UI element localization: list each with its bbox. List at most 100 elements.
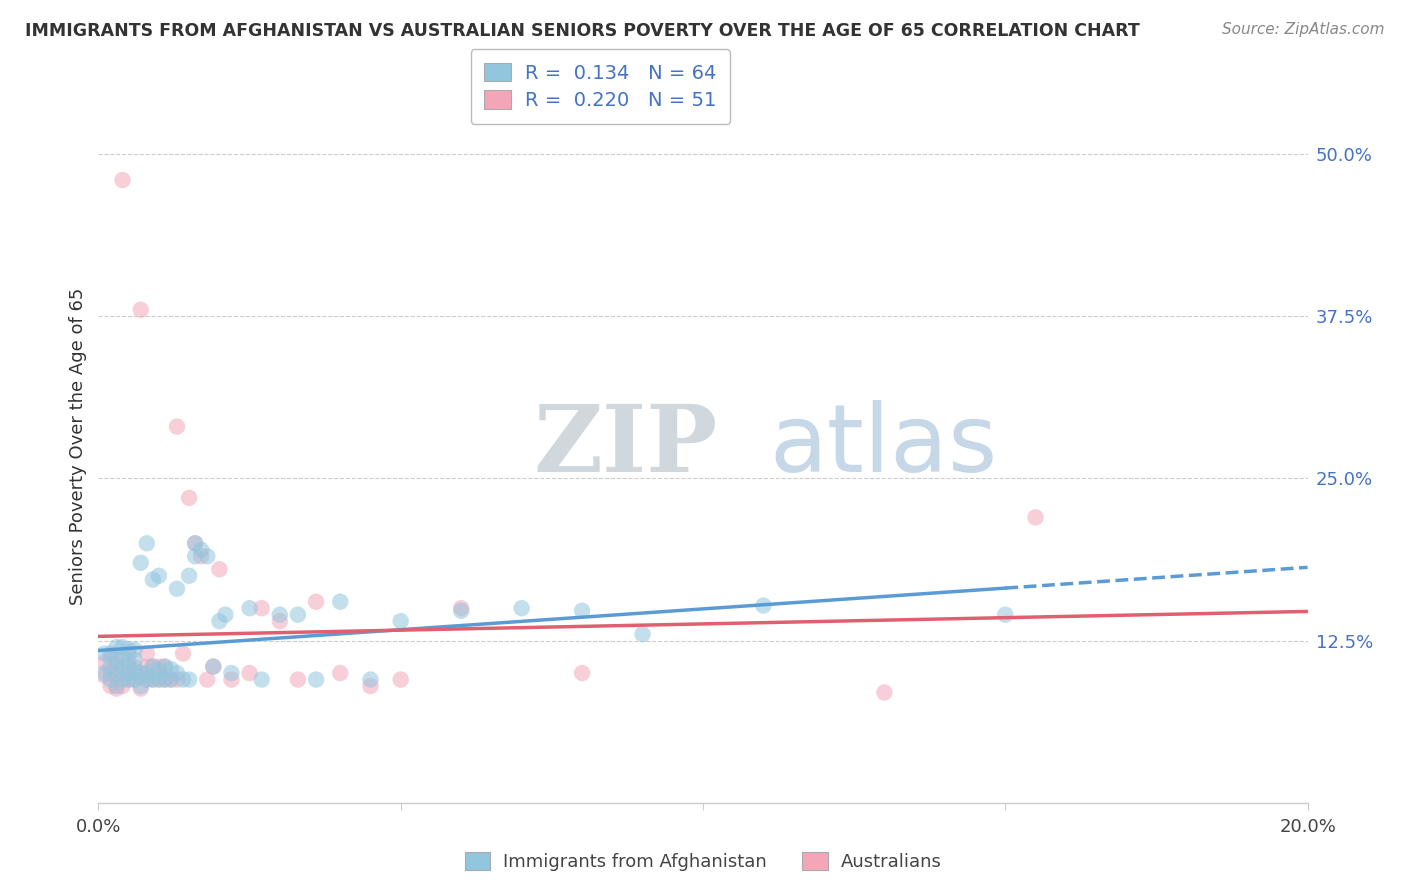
Point [100, 650, 122, 665]
Point [287, 607, 309, 622]
Point [269, 607, 291, 622]
Point [166, 582, 188, 596]
Point [135, 673, 157, 687]
Point [250, 601, 273, 615]
Point [160, 662, 183, 676]
Point [129, 679, 152, 693]
Point [179, 491, 201, 505]
Point [160, 673, 183, 687]
Point [166, 673, 188, 687]
Point [100, 659, 122, 673]
Point [166, 419, 188, 434]
Point [135, 659, 157, 673]
Point [111, 679, 134, 693]
Point [118, 656, 141, 670]
Point [153, 673, 176, 687]
Point [100, 679, 122, 693]
Point [105, 679, 128, 693]
Point [184, 536, 207, 550]
Point [172, 673, 194, 687]
Point [129, 681, 152, 696]
Legend: R =  0.134   N = 64, R =  0.220   N = 51: R = 0.134 N = 64, R = 0.220 N = 51 [471, 49, 730, 124]
Point [269, 614, 291, 628]
Point [142, 673, 165, 687]
Point [450, 604, 472, 618]
Point [153, 673, 176, 687]
Point [93, 668, 115, 682]
Point [179, 673, 201, 687]
Point [124, 673, 146, 687]
Point [1024, 510, 1046, 524]
Point [93, 666, 115, 681]
Point [208, 562, 231, 576]
Point [124, 653, 146, 667]
Point [329, 595, 352, 609]
Point [93, 656, 115, 670]
Point [118, 659, 141, 673]
Point [195, 673, 218, 687]
Point [172, 647, 194, 661]
Point [202, 659, 225, 673]
Point [111, 659, 134, 673]
Point [135, 666, 157, 681]
Point [994, 607, 1017, 622]
Point [111, 673, 134, 687]
Point [360, 673, 382, 687]
Point [105, 681, 128, 696]
Point [129, 668, 152, 682]
Point [148, 659, 170, 673]
Point [105, 668, 128, 682]
Point [190, 549, 212, 564]
Text: Source: ZipAtlas.com: Source: ZipAtlas.com [1222, 22, 1385, 37]
Point [571, 604, 593, 618]
Point [100, 673, 122, 687]
Point [571, 666, 593, 681]
Point [160, 673, 183, 687]
Text: atlas: atlas [769, 400, 998, 492]
Point [510, 601, 533, 615]
Point [118, 666, 141, 681]
Point [873, 685, 896, 699]
Point [190, 542, 212, 557]
Point [142, 673, 165, 687]
Point [142, 659, 165, 673]
Point [202, 659, 225, 673]
Point [148, 568, 170, 582]
Point [153, 659, 176, 673]
Point [129, 302, 152, 317]
Point [179, 568, 201, 582]
Text: IMMIGRANTS FROM AFGHANISTAN VS AUSTRALIAN SENIORS POVERTY OVER THE AGE OF 65 COR: IMMIGRANTS FROM AFGHANISTAN VS AUSTRALIA… [25, 22, 1140, 40]
Point [105, 656, 128, 670]
Point [135, 647, 157, 661]
Point [166, 666, 188, 681]
Point [450, 601, 472, 615]
Point [135, 673, 157, 687]
Point [221, 666, 243, 681]
Text: ZIP: ZIP [534, 401, 718, 491]
Point [239, 666, 262, 681]
Point [208, 614, 231, 628]
Point [148, 673, 170, 687]
Point [184, 536, 207, 550]
Point [135, 536, 157, 550]
Point [250, 673, 273, 687]
Point [329, 666, 352, 681]
Point [111, 650, 134, 665]
Point [111, 640, 134, 654]
Point [214, 607, 236, 622]
Point [111, 666, 134, 681]
Point [631, 627, 654, 641]
Legend: Immigrants from Afghanistan, Australians: Immigrants from Afghanistan, Australians [457, 846, 949, 879]
Point [389, 673, 412, 687]
Point [129, 666, 152, 681]
Point [124, 664, 146, 678]
Point [129, 556, 152, 570]
Point [124, 673, 146, 687]
Point [752, 599, 775, 613]
Point [148, 664, 170, 678]
Point [305, 595, 328, 609]
Point [221, 673, 243, 687]
Y-axis label: Seniors Poverty Over the Age of 65: Seniors Poverty Over the Age of 65 [69, 287, 87, 605]
Point [105, 666, 128, 681]
Point [105, 653, 128, 667]
